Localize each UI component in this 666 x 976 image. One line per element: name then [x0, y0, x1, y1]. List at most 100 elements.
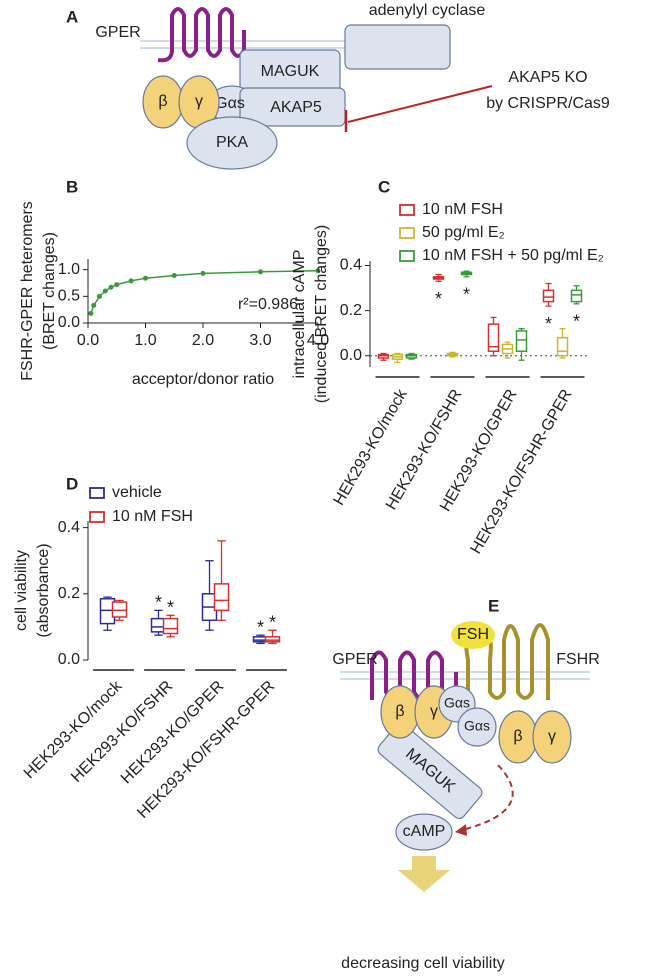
y-tick-label: 0.5: [58, 288, 80, 305]
legend-label: 10 nM FSH: [422, 201, 503, 218]
point: [171, 273, 177, 279]
x-tick-label: 3.0: [249, 332, 271, 349]
y-tick-label: 0.4: [58, 519, 80, 536]
label: AKAP5: [270, 99, 322, 116]
x-axis-label: acceptor/donor ratio: [132, 371, 274, 388]
label: MAGUK: [261, 63, 320, 80]
legend-swatch: [89, 487, 105, 499]
legend-swatch: [399, 250, 415, 262]
point: [102, 288, 108, 294]
point: [91, 302, 97, 308]
fsh: [451, 621, 495, 649]
adenylyl-cyclase: [344, 24, 451, 70]
significance: *: [545, 314, 552, 334]
legend-label: vehicle: [112, 484, 162, 501]
y-tick-label: 0.0: [58, 314, 80, 331]
gper-receptor: [370, 650, 458, 700]
x-tick-label: HEK293-KO/mock: [21, 677, 126, 782]
label: Gαs: [215, 95, 245, 112]
box: [264, 636, 281, 643]
point: [315, 268, 321, 274]
significance: *: [257, 617, 264, 637]
box: [515, 330, 528, 352]
label: GPER: [332, 651, 377, 668]
label: adenylyl cyclase: [369, 2, 486, 19]
box: [570, 289, 583, 303]
label: FSH: [457, 626, 489, 643]
box: [111, 601, 128, 618]
panel-label: A: [66, 7, 78, 26]
panel-a: A adenylyl cyclase GPER MAGUK AKAP5 Gαs …: [66, 2, 610, 170]
point: [88, 310, 94, 316]
label: GPER: [95, 24, 140, 41]
arrow-head: [455, 824, 467, 836]
camp: [395, 813, 453, 851]
significance: *: [167, 598, 174, 618]
box: [556, 336, 569, 357]
point: [114, 282, 120, 288]
box: [487, 323, 500, 352]
gamma: [532, 710, 572, 764]
y-tick-label: 0.2: [58, 585, 80, 602]
point: [200, 270, 206, 276]
significance: *: [435, 289, 442, 309]
label: β: [158, 93, 167, 110]
panel-label: C: [378, 177, 390, 196]
label: β: [513, 728, 522, 745]
label: γ: [548, 728, 556, 745]
significance: *: [155, 593, 162, 613]
x-tick-label: 2.0: [192, 332, 214, 349]
annotation: r²=0.986: [238, 296, 298, 313]
point: [128, 278, 134, 284]
y-tick-label: 0.4: [340, 257, 362, 274]
label: cAMP: [403, 823, 446, 840]
x-tick-label: 0.0: [77, 332, 99, 349]
legend-swatch: [399, 204, 415, 216]
maguk: [377, 722, 483, 820]
legend-swatch: [399, 227, 415, 239]
point: [97, 293, 102, 299]
y-tick-label: 0.0: [58, 651, 80, 668]
label: PKA: [216, 134, 248, 151]
legend-label: 50 pg/ml E₂: [422, 224, 505, 241]
significance: *: [463, 285, 470, 305]
gper-receptor: [157, 7, 246, 63]
y-axis-label: intracellular cAMP: [291, 250, 308, 379]
y-axis-label: FSHR-GPER heteromers: [19, 201, 36, 381]
significance: *: [269, 612, 276, 632]
panel-label: B: [66, 177, 78, 196]
y-tick-label: 0.2: [340, 302, 362, 319]
label: β: [395, 703, 404, 720]
inhibition-line: [347, 85, 493, 123]
y-tick-label: 1.0: [58, 261, 80, 278]
gas: [457, 707, 497, 747]
panel-label: E: [488, 596, 499, 615]
label: γ: [195, 93, 203, 110]
point: [108, 284, 114, 290]
point: [258, 269, 263, 275]
y-tick-label: 0.0: [340, 347, 362, 364]
legend-swatch: [89, 511, 105, 523]
y-axis-label: (absorbance): [35, 543, 52, 637]
legend-label: 10 nM FSH + 50 pg/ml E₂: [422, 247, 604, 264]
down-arrow: [398, 856, 450, 892]
label: γ: [430, 703, 438, 720]
label: Gαs: [444, 695, 470, 711]
x-tick-label: HEK293-KO/FSHR-GPER: [468, 387, 576, 557]
panel-label: D: [66, 474, 78, 493]
y-axis-label: (induced BRET changes): [313, 225, 330, 403]
label: Gαs: [464, 718, 490, 734]
x-tick-label: 1.0: [134, 332, 156, 349]
box: [213, 583, 230, 612]
point: [143, 275, 148, 281]
box: [162, 617, 179, 635]
pka: [186, 116, 278, 170]
akap5: [239, 87, 346, 127]
label: by CRISPR/Cas9: [486, 95, 610, 112]
label: AKAP5 KO: [508, 69, 587, 86]
panel-e: E FSH GPER FSHR MAGUK β γ Gαs Gαs β γ cA…: [332, 596, 599, 972]
x-tick-label: 4.0: [307, 332, 329, 349]
y-axis-label: cell viability: [13, 550, 30, 631]
label: decreasing cell viability: [341, 955, 505, 972]
